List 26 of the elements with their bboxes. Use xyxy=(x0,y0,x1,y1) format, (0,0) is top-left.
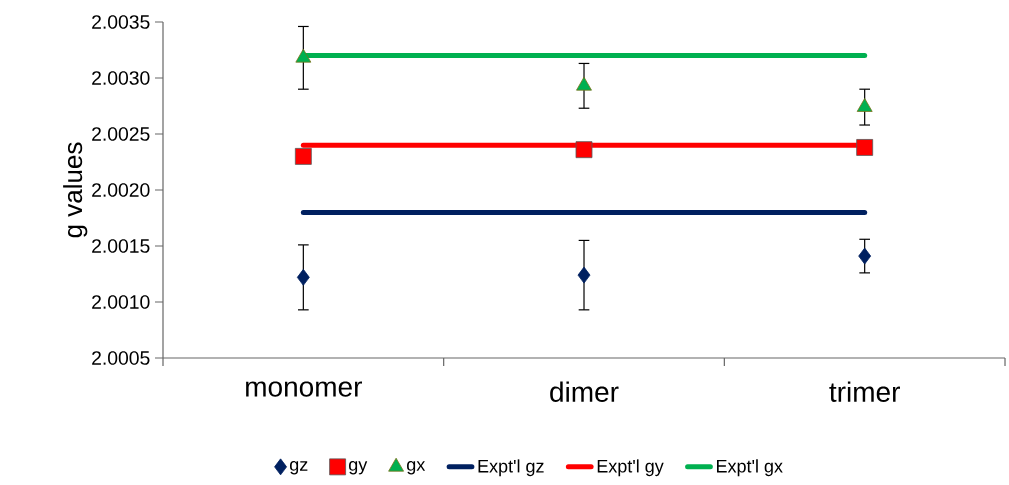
point xyxy=(294,148,312,165)
point xyxy=(856,98,873,112)
point xyxy=(296,268,310,286)
y-tick-label: 2.0020 xyxy=(92,183,150,197)
y-tick-label: 2.0010 xyxy=(92,295,150,309)
y-tick-label: 2.0015 xyxy=(92,239,150,253)
x-tick-label: dimer xyxy=(550,381,619,402)
y-tick-label: 2.0025 xyxy=(92,127,150,141)
legend-label: Expt'l gy xyxy=(597,459,664,477)
legend-label: Expt'l gz xyxy=(478,459,544,477)
point xyxy=(577,266,591,284)
legend-label: gx xyxy=(407,461,426,475)
legend-label: gz xyxy=(290,461,308,475)
y-tick-label: 2.0030 xyxy=(92,71,150,85)
point xyxy=(575,141,593,159)
point xyxy=(295,48,312,63)
point xyxy=(856,139,874,156)
y-axis-title: g values xyxy=(63,142,88,238)
x-tick-label: monomer xyxy=(246,381,362,397)
point xyxy=(858,247,872,265)
y-tick-label: 2.0005 xyxy=(92,351,150,365)
legend-label: gy xyxy=(349,461,368,475)
point xyxy=(576,76,592,91)
x-tick-label: trimer xyxy=(829,381,900,402)
y-tick-label: 2.0035 xyxy=(92,15,150,29)
legend-label: Expt'l gx xyxy=(717,459,783,477)
